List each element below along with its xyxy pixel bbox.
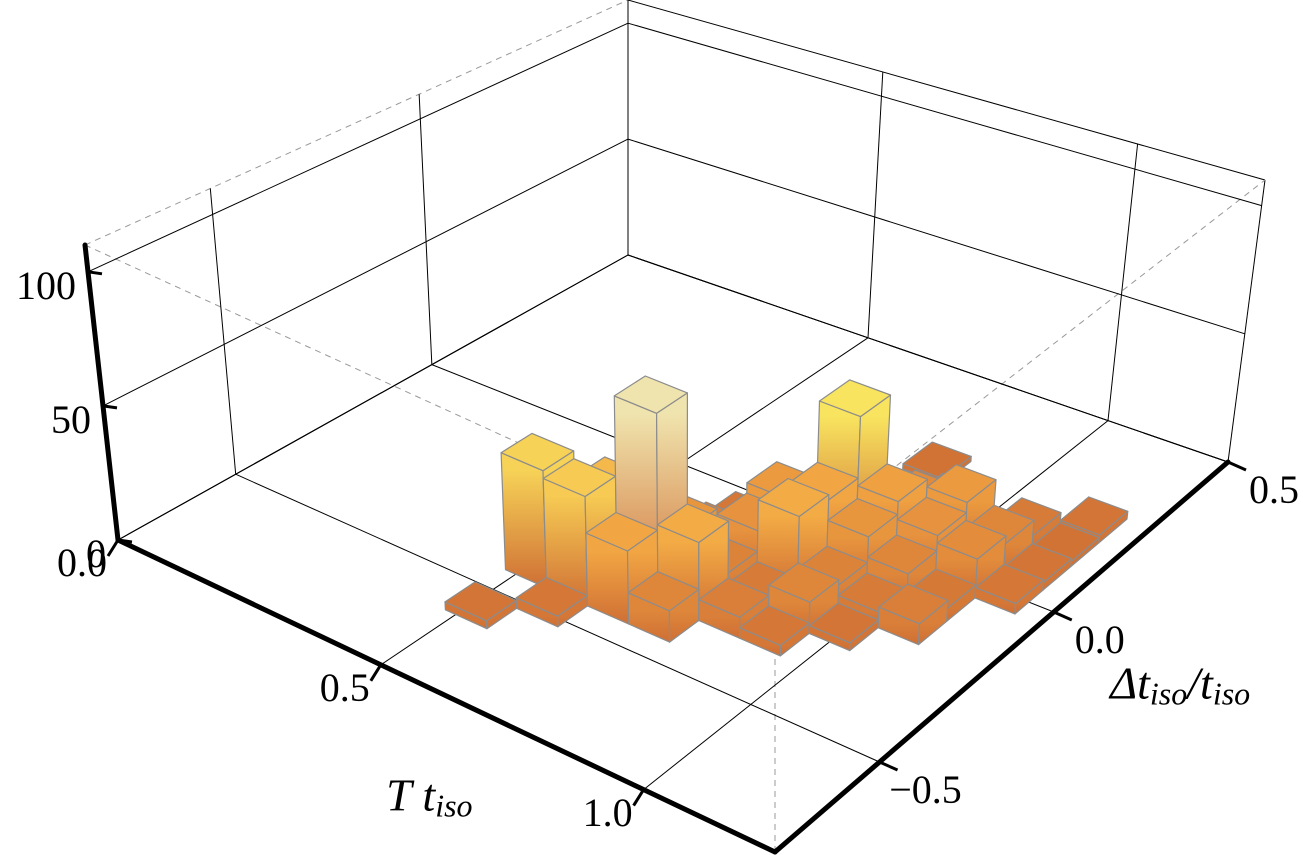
z-tick-label: 50	[51, 397, 91, 442]
bar-top	[818, 379, 892, 418]
grid-line	[627, 138, 1245, 335]
z-tick	[102, 404, 118, 410]
grid-line	[102, 138, 629, 407]
grid-line	[117, 254, 629, 541]
label-subscript: iso	[1213, 676, 1250, 712]
bar-front	[500, 452, 548, 589]
y-tick-label: 0.0	[1075, 617, 1125, 662]
grid-line	[87, 22, 629, 273]
bar-top	[974, 563, 1045, 605]
bar-top	[500, 432, 575, 472]
box-edge	[627, 0, 1266, 181]
bar-top	[827, 498, 899, 538]
x-tick	[106, 539, 120, 557]
bar-top	[738, 605, 810, 647]
label-subscript: iso	[435, 788, 472, 824]
grid-line	[627, 22, 1262, 207]
bar	[877, 583, 949, 646]
grid-line	[1107, 143, 1139, 421]
bar	[808, 602, 880, 652]
label-part: T t	[386, 769, 436, 820]
bar-top	[757, 477, 830, 518]
bar	[738, 605, 810, 657]
bar	[627, 570, 700, 643]
grid-line	[418, 94, 433, 365]
y-tick	[1227, 460, 1247, 472]
bar-top	[936, 519, 1007, 560]
box-edge	[84, 0, 629, 246]
box-edge	[1227, 179, 1266, 463]
y-tick	[1053, 610, 1073, 622]
x-tick	[369, 664, 383, 682]
y-axis	[772, 459, 1231, 855]
z-tick	[87, 270, 103, 276]
label-part: /t	[1184, 657, 1214, 708]
label-subscript: iso	[1150, 676, 1187, 712]
grid-line	[867, 71, 884, 338]
label-part: Δt	[1108, 657, 1151, 708]
bar-top	[857, 463, 929, 503]
bar-top	[896, 496, 968, 537]
x-axis	[115, 537, 778, 855]
z-tick-label: 0	[86, 531, 106, 576]
bar	[974, 563, 1045, 615]
bar-top	[613, 375, 689, 414]
x-tick-label: 0.0	[57, 540, 107, 585]
x-tick-label: 1.0	[583, 790, 633, 835]
bar-top	[656, 503, 730, 544]
x-tick-label: 0.5	[320, 665, 370, 710]
y-tick-label: 0.5	[1249, 467, 1299, 512]
bar	[1059, 496, 1129, 544]
x-tick	[632, 788, 645, 807]
bar-top	[1059, 496, 1129, 536]
bar-top	[627, 570, 700, 612]
bar	[515, 576, 589, 628]
xlabel: T tiso	[386, 769, 472, 824]
grid-line	[209, 188, 237, 475]
bar	[444, 581, 518, 630]
z-axis	[82, 242, 121, 543]
grid-line	[627, 254, 1229, 463]
bar-top	[926, 464, 997, 503]
y-tick-label: −0.5	[889, 767, 962, 812]
bar-top	[878, 583, 949, 625]
y-tick	[878, 760, 899, 772]
z-tick-label: 100	[16, 263, 76, 308]
bar-top	[768, 562, 840, 603]
ylabel: Δtiso/tiso	[1108, 657, 1250, 712]
z-tick	[117, 538, 133, 544]
